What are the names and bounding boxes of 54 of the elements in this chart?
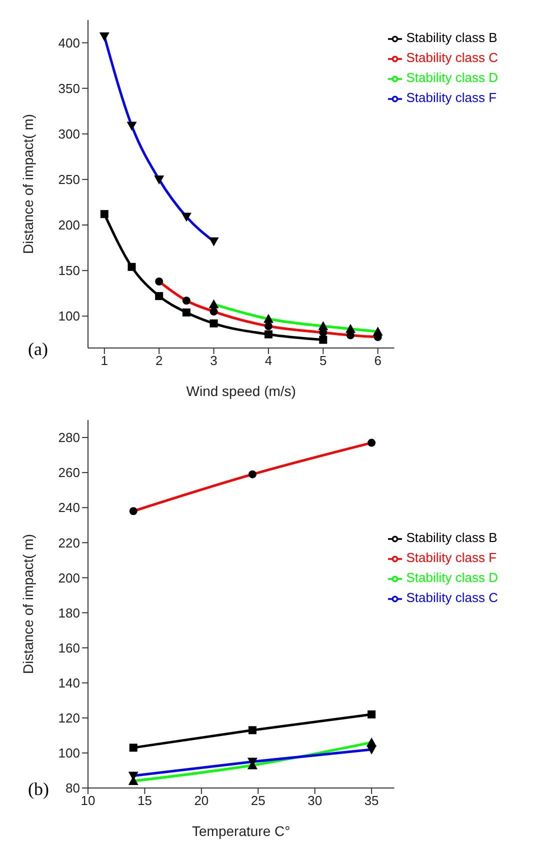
legend-label: Stability class C bbox=[406, 590, 498, 605]
point bbox=[182, 308, 190, 316]
legend-label: Stability class F bbox=[406, 90, 497, 105]
point bbox=[100, 210, 108, 218]
x-tick-label: 25 bbox=[250, 793, 266, 808]
x-tick-label: 35 bbox=[364, 793, 379, 808]
x-tick-label: 1 bbox=[100, 353, 108, 368]
y-tick-label: 300 bbox=[58, 126, 80, 142]
point bbox=[128, 262, 136, 271]
y-tick-label: 140 bbox=[58, 675, 80, 690]
x-tick-label: 30 bbox=[308, 793, 322, 808]
x-tick-label: 4 bbox=[264, 353, 272, 368]
point bbox=[129, 744, 138, 752]
point bbox=[319, 336, 328, 344]
x-tick-label: 6 bbox=[374, 353, 382, 368]
point bbox=[210, 319, 218, 328]
y-axis-title: Distance of impact( m) bbox=[20, 114, 36, 254]
x-axis-title: Wind speed (m/s) bbox=[186, 383, 296, 399]
y-tick-label: 160 bbox=[58, 640, 80, 656]
text: (b) bbox=[28, 779, 49, 800]
y-tick-label: 200 bbox=[58, 570, 80, 586]
x-axis-title: Temperature C° bbox=[192, 823, 290, 839]
x-tick-label: 2 bbox=[155, 353, 163, 368]
y-tick-label: 80 bbox=[66, 780, 80, 796]
x-tick-label: 15 bbox=[137, 793, 152, 808]
text: (a) bbox=[28, 339, 48, 360]
y-tick-label: 100 bbox=[58, 308, 80, 324]
y-tick-label: 220 bbox=[58, 535, 80, 550]
legend-label: Stability class C bbox=[406, 50, 498, 65]
x-tick-label: 20 bbox=[194, 793, 209, 808]
y-tick-label: 280 bbox=[58, 430, 80, 446]
y-tick-label: 250 bbox=[58, 172, 80, 188]
y-tick-label: 400 bbox=[58, 35, 80, 50]
y-tick-label: 100 bbox=[58, 746, 80, 761]
y-tick-label: 120 bbox=[58, 710, 80, 726]
legend-label: Stability class D bbox=[406, 70, 498, 85]
x-tick-label: 5 bbox=[320, 353, 327, 368]
point bbox=[368, 710, 376, 718]
y-tick-label: 240 bbox=[58, 500, 80, 516]
point bbox=[248, 726, 256, 734]
legend-label: Stability class F bbox=[406, 550, 497, 565]
y-axis-title: Distance of impact( m) bbox=[20, 534, 36, 674]
x-tick-label: 10 bbox=[80, 793, 96, 808]
point bbox=[264, 330, 272, 338]
point bbox=[155, 292, 164, 300]
y-tick-label: 150 bbox=[58, 263, 80, 278]
y-tick-label: 350 bbox=[58, 80, 80, 96]
legend-label: Stability class D bbox=[406, 570, 498, 585]
x-tick-label: 3 bbox=[210, 353, 218, 368]
legend-label: Stability class B bbox=[406, 530, 498, 545]
y-tick-label: 200 bbox=[58, 218, 80, 233]
legend-label: Stability class B bbox=[406, 30, 498, 45]
y-tick-label: 180 bbox=[58, 605, 80, 620]
y-tick-label: 260 bbox=[58, 465, 80, 480]
